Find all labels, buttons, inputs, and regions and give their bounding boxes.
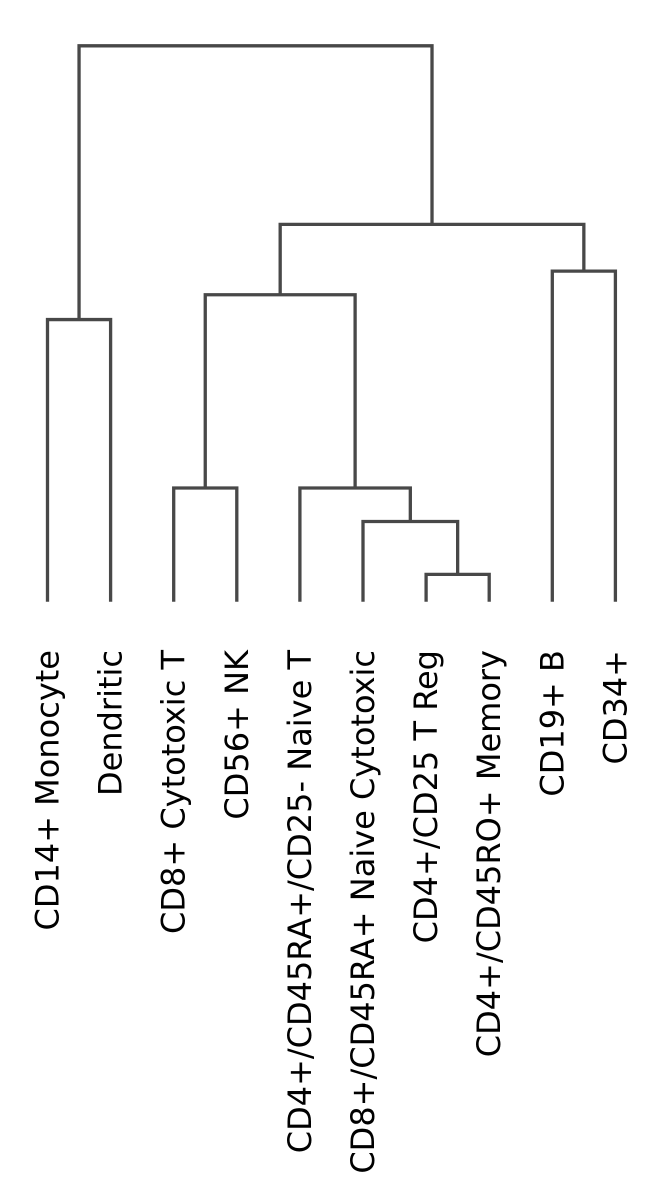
dendrogram-link-m1 <box>424 572 491 602</box>
dendrogram-link-m4 <box>172 486 239 602</box>
leaf-label-cd4-cd25-t-reg: CD4+/CD25 T Reg <box>407 650 445 943</box>
dendrogram-link-m3 <box>298 486 412 602</box>
dendrogram-link-m6 <box>550 269 618 602</box>
dendrogram-link-m7 <box>278 222 586 295</box>
dendrogram-links <box>45 44 618 602</box>
dendrogram-link-m2 <box>361 519 460 602</box>
leaf-label-cd56-nk: CD56+ NK <box>218 649 256 820</box>
leaf-labels: CD14+ Monocyte Dendritic CD8+ Cytotoxic … <box>29 649 635 1174</box>
leaf-label-cd8-cd45ra-naive-cytotoxic: CD8+/CD45RA+ Naive Cytotoxic <box>344 650 382 1174</box>
leaf-label-cd14-monocyte: CD14+ Monocyte <box>29 650 67 931</box>
leaf-label-cd4-cd45ra-cd25-naive-t: CD4+/CD45RA+/CD25- Naive T <box>281 650 319 1154</box>
leaf-label-cd34: CD34+ <box>596 650 634 765</box>
leaf-label-cd19-b: CD19+ B <box>533 650 571 797</box>
leaf-label-cd4-cd45ro-memory: CD4+/CD45RO+ Memory <box>470 650 508 1057</box>
dendrogram-link-m9 <box>77 44 434 320</box>
dendrogram-link-m5 <box>203 293 357 488</box>
leaf-label-cd8-cytotoxic-t: CD8+ Cytotoxic T <box>155 650 193 934</box>
leaf-label-dendritic: Dendritic <box>92 650 130 796</box>
dendrogram-link-m8 <box>45 317 113 602</box>
